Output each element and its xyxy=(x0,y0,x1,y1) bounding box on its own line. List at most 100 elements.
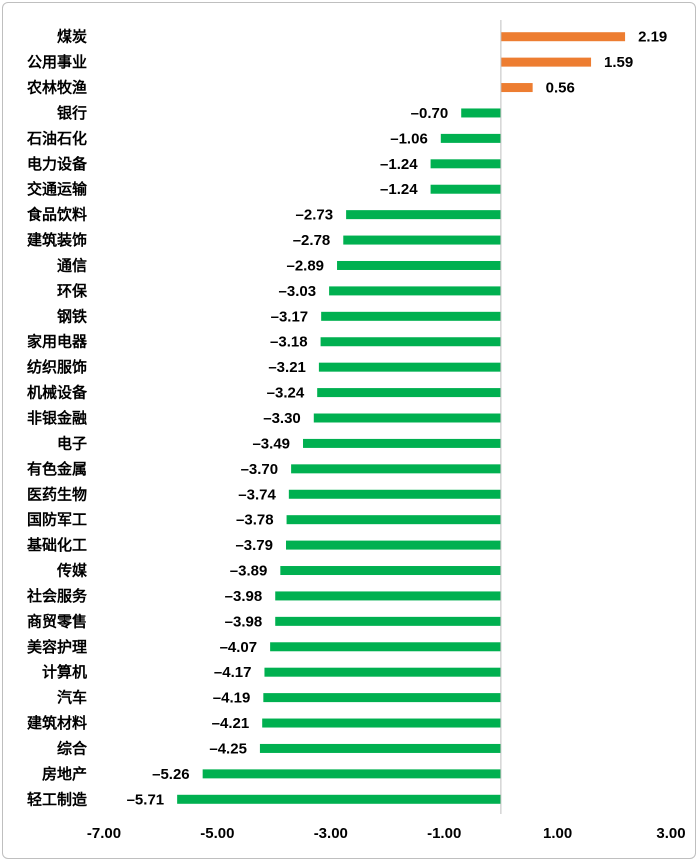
bar xyxy=(440,133,501,143)
bar xyxy=(500,32,626,42)
category-label: 公用事业 xyxy=(27,53,87,71)
x-tick-label: 3.00 xyxy=(656,825,685,842)
category-label: 非银金融 xyxy=(27,409,87,427)
category-label: 综合 xyxy=(57,739,88,757)
bar xyxy=(500,83,533,93)
bar xyxy=(329,286,501,296)
category-label: 有色金属 xyxy=(27,460,87,478)
bar xyxy=(262,718,501,728)
bar xyxy=(264,667,501,677)
data-label: –1.24 xyxy=(380,156,418,173)
category-label: 交通运输 xyxy=(27,180,88,198)
bar xyxy=(270,642,501,652)
category-label: 基础化工 xyxy=(26,536,87,554)
data-label: –2.78 xyxy=(293,232,331,249)
data-label: –3.98 xyxy=(225,613,263,630)
bar xyxy=(346,210,501,220)
data-label: –3.17 xyxy=(271,308,309,325)
data-label: –4.07 xyxy=(220,639,258,656)
data-label: –4.25 xyxy=(209,740,247,757)
data-label: 2.19 xyxy=(638,29,667,46)
category-label: 建筑材料 xyxy=(27,714,87,732)
category-label: 传媒 xyxy=(56,562,88,580)
category-label: 银行 xyxy=(57,104,87,122)
category-label: 通信 xyxy=(57,256,87,274)
data-label: –3.98 xyxy=(225,588,263,605)
bar xyxy=(259,743,501,753)
data-label: –3.30 xyxy=(263,410,301,427)
bar xyxy=(177,794,501,804)
bar xyxy=(202,769,501,779)
bar xyxy=(286,540,501,550)
data-label: –1.06 xyxy=(390,130,428,147)
category-label: 钢铁 xyxy=(57,307,87,325)
bar xyxy=(280,566,501,576)
bar xyxy=(288,489,501,499)
category-label: 农林牧渔 xyxy=(26,79,87,97)
data-label: –3.21 xyxy=(268,359,306,376)
data-label: –2.89 xyxy=(286,257,324,274)
bar xyxy=(291,464,501,474)
bar xyxy=(318,362,501,372)
data-label: –3.03 xyxy=(279,283,317,300)
category-label: 纺织服饰 xyxy=(27,358,87,376)
category-label: 国防军工 xyxy=(27,511,87,529)
category-label: 煤炭 xyxy=(57,28,87,46)
data-label: –4.21 xyxy=(212,715,250,732)
data-label: –4.19 xyxy=(213,690,251,707)
data-label: –3.89 xyxy=(230,563,268,580)
category-label: 汽车 xyxy=(57,689,87,707)
x-tick-label: -1.00 xyxy=(427,825,461,842)
bar xyxy=(343,235,501,245)
x-axis-ticks: -7.00 -5.00 -3.00 -1.00 1.00 3.00 xyxy=(87,825,686,842)
bar xyxy=(430,159,501,169)
data-label: –5.71 xyxy=(127,791,165,808)
category-label: 电力设备 xyxy=(27,155,88,173)
x-tick-label: -3.00 xyxy=(314,825,348,842)
category-label: 医药生物 xyxy=(27,485,87,503)
bar xyxy=(263,693,501,703)
data-label: –1.24 xyxy=(380,181,418,198)
category-label: 计算机 xyxy=(42,663,87,681)
data-label: –5.26 xyxy=(152,766,190,783)
data-label: –2.73 xyxy=(296,207,334,224)
category-label: 美容护理 xyxy=(27,638,87,656)
bars-layer xyxy=(177,32,626,804)
category-label: 商贸零售 xyxy=(27,612,87,630)
data-label: –3.78 xyxy=(236,512,274,529)
data-label: –3.74 xyxy=(238,486,276,503)
x-tick-label: 1.00 xyxy=(543,825,572,842)
category-label: 建筑装饰 xyxy=(27,231,87,249)
bar xyxy=(321,311,501,321)
data-label: –3.49 xyxy=(252,435,290,452)
value-labels: 2.19 1.59 0.56 –0.70 –1.06 –1.24 –1.24 –2.73 –2.… xyxy=(127,29,668,809)
category-label: 食品饮料 xyxy=(27,206,87,224)
bar xyxy=(286,515,501,525)
bar xyxy=(303,438,501,448)
data-label: –3.24 xyxy=(267,385,305,402)
bar xyxy=(337,260,501,270)
bar xyxy=(275,616,501,626)
data-label: 0.56 xyxy=(546,80,575,97)
category-label: 机械设备 xyxy=(27,384,88,402)
bar xyxy=(430,184,501,194)
data-label: –4.17 xyxy=(214,664,252,681)
data-label: –0.70 xyxy=(411,105,449,122)
data-label: –3.79 xyxy=(235,537,273,554)
bar xyxy=(500,57,592,67)
data-label: –3.18 xyxy=(270,334,308,351)
bar xyxy=(461,108,501,118)
category-label: 家用电器 xyxy=(27,333,88,351)
category-label: 社会服务 xyxy=(26,587,88,605)
category-label: 轻工制造 xyxy=(27,790,87,808)
category-label: 环保 xyxy=(57,282,88,300)
x-tick-label: -5.00 xyxy=(200,825,234,842)
x-tick-label: -7.00 xyxy=(87,825,121,842)
bar xyxy=(320,337,501,347)
category-label: 石油石化 xyxy=(26,129,87,147)
data-label: 1.59 xyxy=(604,54,633,71)
category-label: 房地产 xyxy=(42,765,87,783)
category-label: 电子 xyxy=(57,434,87,452)
